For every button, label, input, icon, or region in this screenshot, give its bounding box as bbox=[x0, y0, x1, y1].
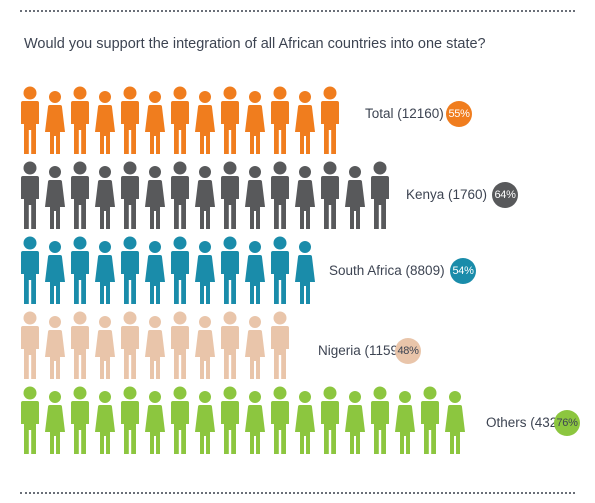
row-others: Others (432) 76% bbox=[18, 386, 588, 456]
male-person-icon bbox=[121, 236, 139, 304]
male-person-icon bbox=[21, 311, 39, 379]
male-person-icon bbox=[271, 386, 289, 454]
male-person-icon bbox=[171, 86, 189, 154]
female-person-icon bbox=[195, 316, 215, 379]
female-person-icon bbox=[95, 91, 115, 154]
row-label-south-africa: South Africa (8809) bbox=[329, 263, 445, 278]
female-person-icon bbox=[195, 166, 215, 229]
male-person-icon bbox=[21, 236, 39, 304]
male-person-icon bbox=[321, 386, 339, 454]
female-person-icon bbox=[195, 241, 215, 304]
row-kenya: Kenya (1760) 64% bbox=[18, 161, 588, 231]
male-person-icon bbox=[371, 161, 389, 229]
male-person-icon bbox=[171, 386, 189, 454]
row-total: Total (12160) 55% bbox=[18, 86, 588, 156]
male-person-icon bbox=[221, 161, 239, 229]
male-person-icon bbox=[221, 386, 239, 454]
percent-badge-south-africa: 54% bbox=[450, 258, 476, 284]
male-person-icon bbox=[221, 311, 239, 379]
female-person-icon bbox=[445, 391, 465, 454]
female-person-icon bbox=[245, 166, 265, 229]
female-person-icon bbox=[295, 391, 315, 454]
female-person-icon bbox=[95, 241, 115, 304]
female-person-icon bbox=[95, 166, 115, 229]
percent-badge-total: 55% bbox=[446, 101, 472, 127]
female-person-icon bbox=[45, 391, 65, 454]
male-person-icon bbox=[21, 161, 39, 229]
male-person-icon bbox=[71, 386, 89, 454]
male-person-icon bbox=[121, 386, 139, 454]
male-person-icon bbox=[271, 236, 289, 304]
percent-badge-nigeria: 48% bbox=[395, 338, 421, 364]
female-person-icon bbox=[245, 91, 265, 154]
bottom-dotted-divider bbox=[20, 492, 575, 494]
male-person-icon bbox=[171, 311, 189, 379]
female-person-icon bbox=[245, 241, 265, 304]
male-person-icon bbox=[71, 86, 89, 154]
row-label-total: Total (12160) bbox=[365, 106, 444, 121]
female-person-icon bbox=[95, 391, 115, 454]
row-label-kenya: Kenya (1760) bbox=[406, 187, 488, 202]
male-person-icon bbox=[21, 86, 39, 154]
male-person-icon bbox=[71, 161, 89, 229]
female-person-icon bbox=[295, 241, 315, 304]
female-person-icon bbox=[145, 166, 165, 229]
female-person-icon bbox=[195, 391, 215, 454]
top-dotted-divider bbox=[20, 10, 575, 12]
female-person-icon bbox=[145, 391, 165, 454]
female-person-icon bbox=[245, 391, 265, 454]
female-person-icon bbox=[345, 391, 365, 454]
male-person-icon bbox=[421, 386, 439, 454]
female-person-icon bbox=[45, 241, 65, 304]
female-person-icon bbox=[295, 91, 315, 154]
female-person-icon bbox=[345, 166, 365, 229]
male-person-icon bbox=[171, 236, 189, 304]
female-person-icon bbox=[295, 166, 315, 229]
male-person-icon bbox=[221, 86, 239, 154]
male-person-icon bbox=[271, 311, 289, 379]
row-nigeria: Nigeria (1159) 48% bbox=[18, 311, 588, 381]
chart-question: Would you support the integration of all… bbox=[24, 36, 486, 52]
male-person-icon bbox=[221, 236, 239, 304]
row-south-africa: South Africa (8809) 54% bbox=[18, 236, 588, 306]
female-person-icon bbox=[45, 91, 65, 154]
male-person-icon bbox=[171, 161, 189, 229]
female-person-icon bbox=[395, 391, 415, 454]
row-label-others: Others (432) bbox=[486, 415, 562, 430]
male-person-icon bbox=[71, 236, 89, 304]
percent-badge-kenya: 64% bbox=[492, 182, 518, 208]
male-person-icon bbox=[71, 311, 89, 379]
female-person-icon bbox=[145, 241, 165, 304]
female-person-icon bbox=[195, 91, 215, 154]
male-person-icon bbox=[271, 86, 289, 154]
female-person-icon bbox=[45, 166, 65, 229]
male-person-icon bbox=[321, 86, 339, 154]
female-person-icon bbox=[95, 316, 115, 379]
female-person-icon bbox=[145, 316, 165, 379]
female-person-icon bbox=[145, 91, 165, 154]
male-person-icon bbox=[21, 386, 39, 454]
male-person-icon bbox=[371, 386, 389, 454]
male-person-icon bbox=[321, 161, 339, 229]
female-person-icon bbox=[245, 316, 265, 379]
row-label-nigeria: Nigeria (1159) bbox=[318, 343, 403, 358]
male-person-icon bbox=[121, 161, 139, 229]
male-person-icon bbox=[121, 86, 139, 154]
female-person-icon bbox=[45, 316, 65, 379]
percent-badge-others: 76% bbox=[554, 410, 580, 436]
male-person-icon bbox=[121, 311, 139, 379]
male-person-icon bbox=[271, 161, 289, 229]
